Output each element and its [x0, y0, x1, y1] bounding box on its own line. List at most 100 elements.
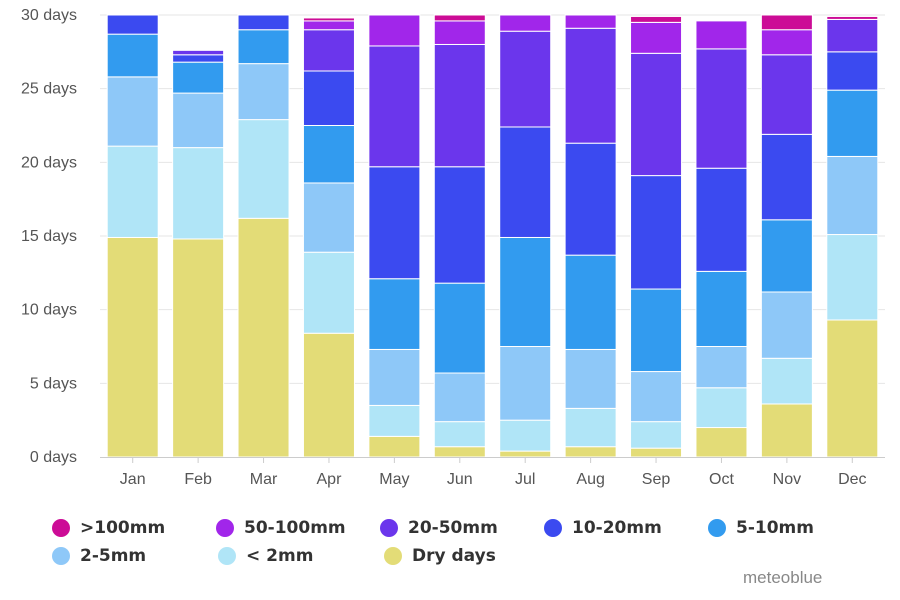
bar-segment [826, 155, 879, 236]
bar-segment [630, 447, 683, 458]
bar-segment [630, 371, 683, 423]
bar-segment [760, 291, 813, 359]
bar-segment [695, 48, 748, 169]
legend-label: 5-10mm [736, 518, 814, 538]
bar-segment [368, 435, 421, 458]
bar-segment [695, 270, 748, 347]
legend-swatch [384, 547, 402, 565]
bar-segment [760, 29, 813, 56]
bar-segment [172, 147, 225, 240]
bar-segment [564, 348, 617, 409]
legend-swatch [52, 547, 70, 565]
bar-segment [368, 404, 421, 437]
legend-item-gt100mm[interactable]: >100mm [52, 518, 216, 538]
bar-segment [433, 282, 486, 374]
legend-swatch [544, 519, 562, 537]
legend-item-20-50mm[interactable]: 20-50mm [380, 518, 544, 538]
bar-segment [302, 251, 355, 334]
legend: >100mm 50-100mm 20-50mm 10-20mm 5-10mm 2… [52, 514, 872, 570]
meteoblue-credit: meteoblue [743, 568, 823, 587]
bar-segment [172, 238, 225, 458]
bar-segment [499, 419, 552, 452]
bar-segment [695, 167, 748, 272]
x-tick-label: Mar [250, 471, 278, 488]
bar-segment [106, 33, 159, 78]
legend-item-lt2mm[interactable]: < 2mm [218, 546, 384, 566]
bar-segment [564, 14, 617, 29]
y-tick-label: 20 days [21, 154, 77, 171]
bar-segment [302, 182, 355, 253]
bar-segment [172, 49, 225, 56]
bar-segment [106, 236, 159, 458]
bar-segment [826, 51, 879, 91]
legend-row-2: 2-5mm < 2mm Dry days [52, 542, 872, 570]
legend-label: 50-100mm [244, 518, 346, 538]
bar-segment [368, 166, 421, 280]
bar-segment [630, 288, 683, 373]
bar-segment [760, 133, 813, 221]
legend-label: 10-20mm [572, 518, 662, 538]
bar-segment [760, 219, 813, 293]
bar-segment [695, 387, 748, 429]
bar-segment [630, 175, 683, 290]
legend-label: Dry days [412, 546, 496, 566]
y-tick-label: 10 days [21, 302, 77, 319]
legend-row-1: >100mm 50-100mm 20-50mm 10-20mm 5-10mm [52, 514, 872, 542]
x-tick-label: Feb [184, 471, 212, 488]
bar-segment [826, 18, 879, 53]
precipitation-days-chart: 0 days 5 days 10 days 15 days 20 days 25 days… [21, 7, 885, 488]
bar-segment [302, 29, 355, 72]
legend-item-dry-days[interactable]: Dry days [384, 546, 550, 566]
bar-segment [499, 450, 552, 458]
bar-segment [433, 14, 486, 22]
bar-segment [695, 427, 748, 458]
bar-segment [237, 63, 290, 121]
y-tick-label: 25 days [21, 81, 77, 98]
bar-segment [695, 20, 748, 50]
bar-segment [172, 92, 225, 149]
bar-segment [433, 20, 486, 45]
y-axis-labels: 0 days 5 days 10 days 15 days 20 days 25 days… [21, 7, 77, 466]
bar-segment [433, 421, 486, 448]
bar-segment [695, 346, 748, 389]
x-tick-label: Apr [317, 471, 343, 488]
bar-segment [237, 14, 290, 31]
legend-item-2-5mm[interactable]: 2-5mm [52, 546, 218, 566]
bar-segment [760, 54, 813, 135]
bar-segment [433, 43, 486, 168]
bar-segment [826, 234, 879, 321]
legend-item-5-10mm[interactable]: 5-10mm [708, 518, 872, 538]
y-tick-label: 30 days [21, 7, 77, 24]
bar-segment [499, 14, 552, 32]
bar-segment [433, 166, 486, 284]
bar-segment [760, 357, 813, 405]
legend-swatch [216, 519, 234, 537]
bar-segment [760, 403, 813, 458]
bar-segment [302, 17, 355, 22]
bar-segment [564, 446, 617, 458]
x-tick-label: May [379, 471, 409, 488]
bar-segment [826, 89, 879, 157]
bar-segment [237, 217, 290, 458]
x-tick-label: Nov [773, 471, 801, 488]
bar-segment [368, 14, 421, 47]
bar-segment [172, 54, 225, 63]
bar-segment [302, 20, 355, 31]
legend-swatch [380, 519, 398, 537]
bar-segment [302, 125, 355, 184]
bar-segment [630, 421, 683, 449]
bar-segment [564, 142, 617, 256]
legend-item-50-100mm[interactable]: 50-100mm [216, 518, 380, 538]
bar-segment [564, 27, 617, 144]
x-tick-label: Jul [515, 471, 535, 488]
bar-segment [368, 45, 421, 168]
legend-label: 2-5mm [80, 546, 147, 566]
legend-swatch [708, 519, 726, 537]
legend-item-10-20mm[interactable]: 10-20mm [544, 518, 708, 538]
bar-segment [106, 145, 159, 238]
bar-segment [237, 29, 290, 65]
x-tick-label: Oct [709, 471, 734, 488]
bar-segment [106, 14, 159, 35]
bar-segment [826, 15, 879, 20]
bar-segment [630, 52, 683, 177]
